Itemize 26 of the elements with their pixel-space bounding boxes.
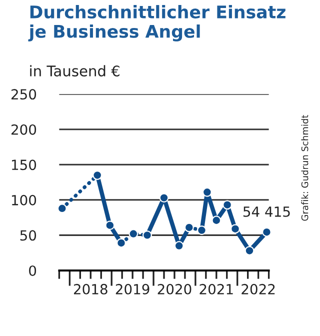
point xyxy=(57,204,67,214)
point xyxy=(230,224,240,234)
y-tick-label: 200 xyxy=(11,124,36,135)
x-tick-label: 2020 xyxy=(158,284,192,294)
y-axis-title: in Tausend € xyxy=(30,65,120,76)
point xyxy=(212,216,222,226)
point xyxy=(244,246,254,256)
y-tick-label: 150 xyxy=(12,160,36,170)
y-tick-label: 50 xyxy=(20,230,36,241)
x-tick-label: 2018 xyxy=(74,284,108,294)
x-tick-label: 2019 xyxy=(116,284,150,294)
x-tick-label: 2022 xyxy=(242,284,275,294)
text: Grafik: Gudrun Schmidt xyxy=(301,114,308,221)
y-tick-label: 250 xyxy=(11,89,36,100)
y-tick-label: 100 xyxy=(12,194,36,206)
point xyxy=(174,241,184,251)
point xyxy=(128,229,138,239)
x-tick-label: 2021 xyxy=(200,284,233,294)
chart-title: Durchschnittlicher Einsatz je Business Angel xyxy=(28,5,286,42)
point xyxy=(222,200,232,210)
point xyxy=(159,193,169,203)
point xyxy=(202,187,212,197)
y-tick-label: 0 xyxy=(29,265,36,276)
point xyxy=(262,227,272,237)
annotation: 54 415 xyxy=(243,206,290,217)
point xyxy=(105,220,115,230)
